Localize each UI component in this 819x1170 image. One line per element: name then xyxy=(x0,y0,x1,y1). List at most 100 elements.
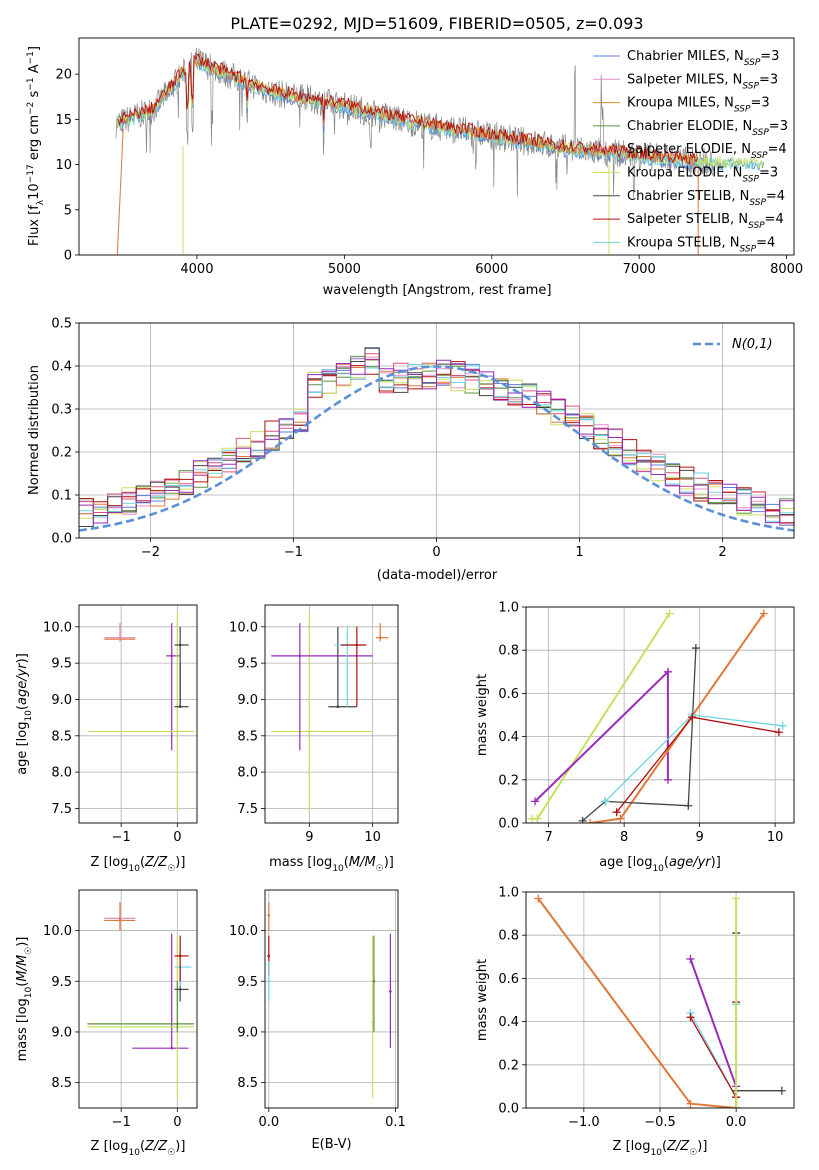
y-tick-label: 0.8 xyxy=(498,929,519,944)
figure-title: PLATE=0292, MJD=51609, FIBERID=0505, z=0… xyxy=(230,14,643,33)
y-tick-label: 9.5 xyxy=(237,657,258,672)
x-axis-label: age [log10(age/yr)] xyxy=(599,855,721,874)
y-tick-label: 0.0 xyxy=(498,817,519,832)
data-point-marker xyxy=(534,894,543,903)
x-axis-label: (data-model)/error xyxy=(377,568,498,583)
x-tick-label: 7000 xyxy=(623,262,656,277)
legend-entry-label: Kroupa MILES, NSSP=3 xyxy=(627,96,770,115)
x-tick-label: 0 xyxy=(173,1115,181,1130)
data-point-marker xyxy=(688,713,697,722)
y-tick-label: 0.6 xyxy=(498,687,519,702)
data-point-marker xyxy=(616,814,625,823)
spectrum-panel: 4000 5000 6000 7000 8000 0 5 10 15 20 wavelength [… xyxy=(26,37,803,298)
y-tick-label: 9.0 xyxy=(51,693,72,708)
data-point-marker xyxy=(612,808,621,817)
plot-area xyxy=(115,47,765,255)
weight-vs-z-panel: −1.0 −0.5 0.0 0.0 0.2 0.4 0.6 0.8 1.0 Z [log10(Z/… xyxy=(475,886,795,1158)
data-point-marker xyxy=(686,1013,695,1022)
y-tick-label: 0.2 xyxy=(498,1058,519,1073)
y-tick-label: 8.0 xyxy=(51,766,72,781)
x-tick-label: 10 xyxy=(767,830,784,845)
y-tick-label: 1.0 xyxy=(498,886,519,901)
y-tick-label: 8.5 xyxy=(237,729,258,744)
x-tick-label: −1.0 xyxy=(568,1115,600,1130)
x-tick-label: −1 xyxy=(284,545,303,560)
data-point xyxy=(118,636,122,639)
data-point-marker xyxy=(759,609,768,618)
plot-area xyxy=(87,612,195,813)
weight-series xyxy=(689,1004,737,1098)
y-axis-label: mass weight xyxy=(475,674,490,756)
axes-frame xyxy=(264,604,399,824)
y-tick-label: 10.0 xyxy=(229,620,258,635)
legend-entry-label: Kroupa STELIB, NSSP=4 xyxy=(627,235,775,254)
y-tick-label: 0.3 xyxy=(51,403,72,418)
data-point xyxy=(178,988,182,991)
x-tick-label: 10 xyxy=(364,830,381,845)
data-point xyxy=(178,705,182,709)
axes-frame xyxy=(78,322,795,539)
y-tick-label: 8.0 xyxy=(237,766,258,781)
y-tick-label: 9.0 xyxy=(237,693,258,708)
y-axis-label: Normed distribution xyxy=(27,365,42,495)
data-point xyxy=(308,730,311,733)
y-tick-label: 0.0 xyxy=(51,532,72,547)
residual-panel: −2 −1 0 1 2 0.0 0.1 0.2 0.3 0.4 0.5 (data-model)/er… xyxy=(27,317,795,583)
y-tick-label: 0.8 xyxy=(498,644,519,659)
data-point-marker xyxy=(777,1086,786,1095)
y-tick-label: 0.4 xyxy=(51,360,72,375)
y-tick-label: 0 xyxy=(64,249,72,264)
y-tick-label: 7.5 xyxy=(237,802,258,817)
data-point xyxy=(336,705,340,709)
data-point-marker xyxy=(686,954,695,963)
weight-vs-age-panel: 7 8 9 10 0.0 0.2 0.4 0.6 0.8 1.0 age [log10(age/yr… xyxy=(475,601,795,874)
x-tick-label: −1 xyxy=(112,1115,131,1130)
y-tick-label: 10.0 xyxy=(43,620,72,635)
data-point-marker xyxy=(732,894,741,903)
y-tick-label: 7.5 xyxy=(51,802,72,817)
data-point xyxy=(176,1022,179,1026)
y-tick-label: 9.0 xyxy=(51,1025,72,1040)
data-point-marker xyxy=(732,1104,741,1108)
x-tick-label: 0.1 xyxy=(385,1115,406,1130)
data-point xyxy=(371,1020,374,1024)
x-tick-label: 0.0 xyxy=(726,1115,747,1130)
y-axis-label: mass weight xyxy=(475,959,490,1041)
x-tick-label: 6000 xyxy=(475,262,508,277)
y-tick-label: 0.6 xyxy=(498,972,519,987)
weight-series xyxy=(689,1002,737,1100)
data-point-marker xyxy=(774,728,783,737)
data-point-marker xyxy=(601,797,610,806)
y-axis-label: age [log10(age/yr)] xyxy=(15,653,34,775)
data-point xyxy=(267,914,271,917)
data-point-marker xyxy=(684,801,693,810)
observed-spectrum xyxy=(115,47,713,199)
y-tick-label: 8.5 xyxy=(237,1076,258,1091)
x-tick-label: 1 xyxy=(575,545,583,560)
data-point xyxy=(170,654,174,658)
data-point-marker xyxy=(691,644,700,653)
x-tick-label: −0.5 xyxy=(644,1115,676,1130)
x-axis-label: Z [log10(Z/Z☉)] xyxy=(613,1139,708,1158)
plot-area xyxy=(271,612,389,813)
axes-frame xyxy=(78,604,198,824)
x-axis-label: Z [log10(Z/Z☉)] xyxy=(91,1139,186,1158)
y-tick-label: 5 xyxy=(64,203,72,218)
weight-series xyxy=(532,612,671,820)
axes-frame xyxy=(525,606,795,824)
model-cutoff xyxy=(116,128,124,255)
x-tick-label: 0 xyxy=(432,545,440,560)
legend-entry-label: N(0,1) xyxy=(732,337,773,352)
axes-frame xyxy=(264,889,399,1109)
data-point xyxy=(170,1046,174,1050)
data-point-marker xyxy=(533,814,542,823)
y-tick-label: 15 xyxy=(55,113,72,128)
age-vs-z-panel: −1 0 7.5 8.0 8.5 9.0 9.5 10.0 Z [log10(Z/Z☉)] age… xyxy=(15,604,198,874)
y-tick-label: 0.5 xyxy=(51,317,72,332)
y-tick-label: 0.4 xyxy=(498,1015,519,1030)
y-tick-label: 9.5 xyxy=(237,975,258,990)
legend-entry-label: Salpeter ELODIE, NSSP=4 xyxy=(627,142,787,161)
y-tick-label: 20 xyxy=(55,68,72,83)
y-tick-label: 0.2 xyxy=(498,773,519,788)
legend-entry-label: Chabrier MILES, NSSP=3 xyxy=(627,49,779,68)
